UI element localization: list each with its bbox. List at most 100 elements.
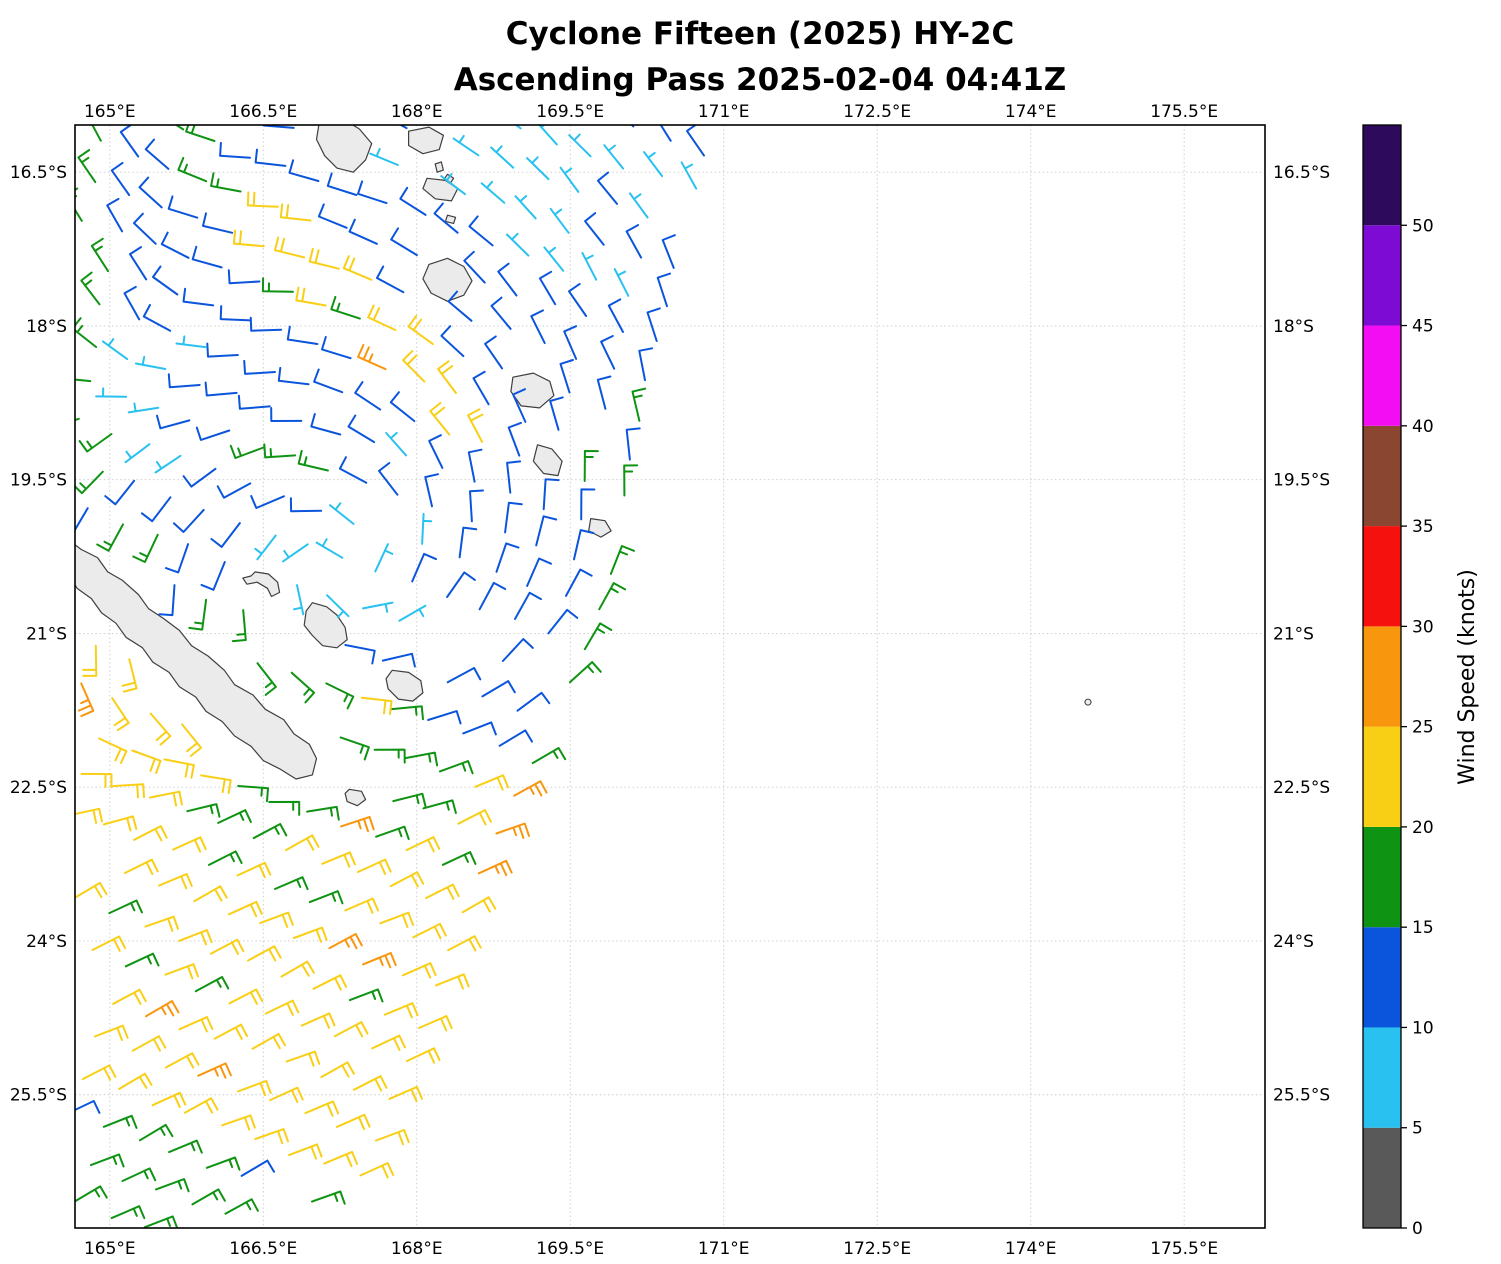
wind-barb bbox=[143, 1215, 179, 1228]
wind-barb bbox=[240, 1159, 275, 1177]
wind-barb bbox=[182, 467, 217, 488]
wind-barb bbox=[219, 305, 252, 322]
wind-barb bbox=[623, 464, 639, 497]
svg-text:171°E: 171°E bbox=[698, 102, 750, 122]
wind-barb bbox=[274, 236, 306, 259]
wind-barb bbox=[227, 269, 261, 285]
wind-barb bbox=[237, 785, 269, 803]
wind-barb bbox=[310, 413, 342, 436]
wind-barb bbox=[124, 443, 151, 464]
svg-text:175.5°E: 175.5°E bbox=[1150, 102, 1218, 122]
wind-barb bbox=[270, 407, 303, 422]
wind-barb bbox=[383, 1002, 419, 1019]
wind-barb bbox=[362, 952, 397, 969]
wind-barb bbox=[261, 277, 294, 293]
map-frame bbox=[74, 124, 1266, 1229]
wind-barb bbox=[317, 203, 348, 229]
wind-barb bbox=[549, 396, 564, 431]
wind-barb bbox=[75, 1100, 101, 1114]
svg-text:21°S: 21°S bbox=[1273, 624, 1314, 644]
wind-barb bbox=[110, 161, 131, 196]
wind-barb bbox=[191, 245, 223, 269]
wind-barb bbox=[172, 508, 205, 533]
wind-barb bbox=[335, 1113, 371, 1131]
wind-barb bbox=[512, 388, 527, 423]
wind-barb bbox=[481, 680, 516, 698]
wind-barb bbox=[91, 935, 127, 952]
wind-barb bbox=[297, 449, 329, 472]
wind-barb bbox=[513, 780, 548, 797]
wind-barb bbox=[573, 529, 595, 561]
wind-barb bbox=[154, 454, 182, 474]
wind-barb bbox=[530, 309, 546, 345]
island-aneityum bbox=[588, 518, 612, 538]
wind-barb bbox=[354, 381, 382, 411]
svg-text:16.5°S: 16.5°S bbox=[1273, 163, 1330, 183]
wind-barb bbox=[480, 180, 506, 204]
svg-text:166.5°E: 166.5°E bbox=[229, 102, 297, 122]
wind-barb bbox=[360, 696, 393, 715]
wind-barb bbox=[174, 125, 185, 131]
wind-barb bbox=[603, 144, 625, 170]
wind-barb bbox=[326, 594, 350, 618]
wind-barb bbox=[75, 1185, 108, 1203]
wind-barb bbox=[91, 125, 102, 142]
colorbar-band bbox=[1363, 325, 1401, 426]
wind-barb bbox=[352, 1075, 388, 1092]
svg-text:168°E: 168°E bbox=[391, 102, 443, 122]
svg-text:171°E: 171°E bbox=[698, 1239, 750, 1259]
wind-barb bbox=[178, 1016, 214, 1033]
wind-barb bbox=[144, 138, 170, 170]
wind-barb bbox=[78, 433, 113, 453]
wind-barb bbox=[124, 952, 160, 968]
wind-barb bbox=[638, 347, 654, 382]
wind-barb bbox=[96, 523, 124, 552]
wind-barb bbox=[328, 933, 363, 950]
wind-barb bbox=[243, 359, 276, 375]
wind-barb bbox=[374, 543, 394, 573]
wind-barb bbox=[407, 315, 434, 346]
wind-barb bbox=[219, 141, 251, 159]
wind-barb bbox=[333, 1021, 369, 1038]
wind-barb bbox=[373, 748, 406, 764]
wind-barb bbox=[188, 598, 208, 631]
wind-barb bbox=[290, 671, 316, 704]
wind-barb bbox=[308, 890, 344, 905]
wind-barb bbox=[609, 545, 635, 575]
wind-barb bbox=[495, 822, 530, 839]
wind-barb bbox=[321, 851, 356, 868]
wind-barb bbox=[167, 373, 201, 389]
wind-barb bbox=[158, 584, 176, 617]
wind-barb bbox=[405, 1047, 441, 1064]
wind-barb bbox=[121, 1167, 157, 1182]
colorbar-tick-label: 15 bbox=[1412, 918, 1434, 938]
wind-barb bbox=[133, 825, 168, 842]
wind-barb bbox=[217, 809, 252, 824]
colorbar-band bbox=[1363, 826, 1401, 928]
wind-barb bbox=[628, 192, 649, 219]
wind-barb bbox=[625, 224, 643, 259]
colorbar-band bbox=[1363, 125, 1401, 226]
wind-barb bbox=[389, 871, 425, 888]
wind-barb bbox=[538, 125, 558, 146]
wind-barb bbox=[152, 265, 179, 296]
wind-barb bbox=[131, 749, 162, 774]
wind-barb bbox=[129, 246, 148, 281]
wind-barb bbox=[138, 176, 163, 209]
wind-barb bbox=[93, 1024, 129, 1041]
wind-barb bbox=[149, 712, 172, 746]
wind-barb bbox=[144, 915, 179, 932]
wind-barb bbox=[277, 366, 310, 386]
wind-barb bbox=[434, 973, 470, 990]
wind-barb bbox=[323, 1150, 358, 1168]
wind-barb bbox=[250, 495, 285, 509]
wind-barb bbox=[385, 431, 408, 457]
svg-text:21°S: 21°S bbox=[26, 624, 67, 644]
wind-barb bbox=[285, 1050, 321, 1067]
wind-barb bbox=[127, 402, 160, 414]
wind-barb bbox=[158, 873, 193, 890]
wind-barb bbox=[264, 999, 300, 1016]
wind-barb bbox=[680, 161, 698, 190]
